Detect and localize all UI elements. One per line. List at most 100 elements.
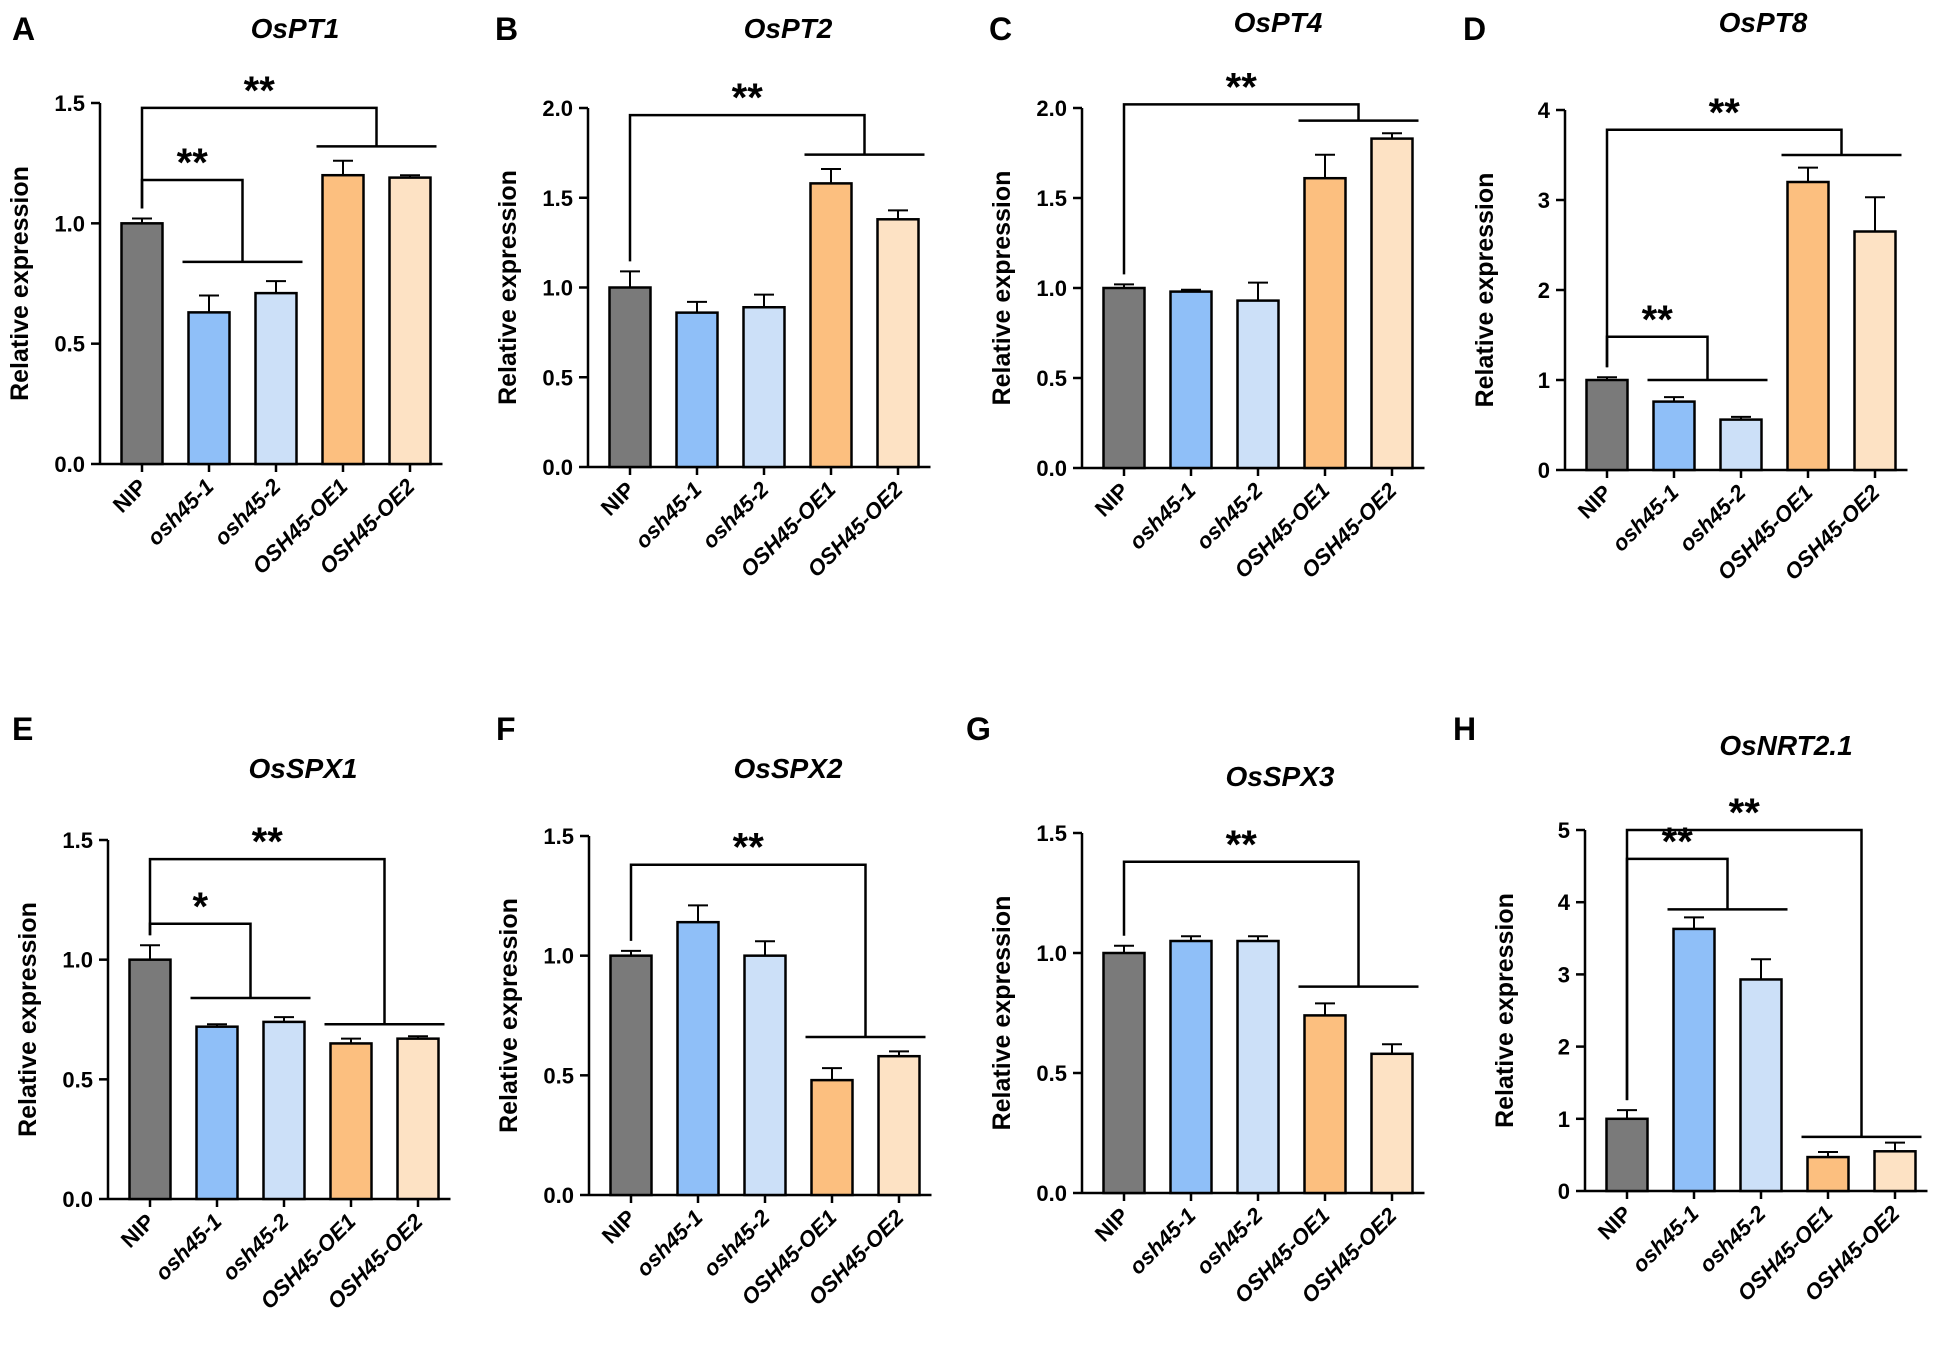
- y-tick-label: 4: [1558, 890, 1571, 915]
- y-tick-label: 0.5: [62, 1067, 93, 1092]
- y-tick-label: 0.5: [1036, 366, 1067, 391]
- bar-osh45-oe1: [809, 182, 853, 469]
- significance-label: **: [733, 826, 765, 870]
- chart-title: OsSPX3: [1226, 761, 1335, 792]
- y-tick-label: 0.5: [54, 332, 85, 357]
- panel-c: C OsPT4 Relative expression 0.0 0.5 1.0 1.5 2.0…: [988, 7, 1425, 583]
- significance-label: **: [732, 76, 764, 120]
- bar-osh45-2: [1236, 299, 1280, 470]
- y-tick-label: 0.0: [1036, 456, 1067, 481]
- bar-osh45-oe2: [1873, 1150, 1917, 1193]
- y-tick-label: 1.5: [542, 186, 573, 211]
- y-tick-label: 3: [1558, 962, 1570, 987]
- bar-nip: [609, 954, 653, 1197]
- y-tick-label: 2.0: [542, 96, 573, 121]
- y-tick-label: 1.5: [1036, 186, 1067, 211]
- y-tick-label: 1: [1538, 368, 1550, 393]
- y-axis-label: Relative expression: [988, 171, 1016, 406]
- significance-label: **: [1226, 65, 1258, 109]
- significance-bracket: [629, 863, 867, 1038]
- bar-osh45-oe1: [321, 173, 365, 466]
- y-tick-label: 0.0: [542, 455, 573, 480]
- significance-bracket: [140, 106, 378, 209]
- y-tick-label: 1.0: [1036, 276, 1067, 301]
- significance-label: **: [1226, 823, 1258, 867]
- y-tick-label: 1.5: [62, 828, 93, 853]
- x-tick-label: osh45-1: [1124, 478, 1200, 554]
- x-tick-label: osh45-1: [142, 474, 218, 550]
- bar-osh45-oe2: [396, 1037, 440, 1201]
- chart-title: OsPT8: [1719, 7, 1808, 38]
- y-tick-label: 1.0: [62, 948, 93, 973]
- y-tick-label: 0.5: [1036, 1061, 1067, 1086]
- y-tick-label: 0.5: [543, 1063, 574, 1088]
- x-tick-label: osh45-1: [630, 477, 706, 553]
- y-tick-label: 0.5: [542, 365, 573, 390]
- x-tick-label: NIP: [597, 1205, 641, 1249]
- y-tick-label: 0: [1538, 458, 1550, 483]
- significance-bracket: [1122, 103, 1360, 275]
- y-tick-label: 1.5: [54, 91, 85, 116]
- bar-osh45-oe2: [876, 218, 920, 469]
- panel-letter: C: [989, 11, 1012, 47]
- bar-osh45-oe1: [1786, 180, 1830, 472]
- chart-title: OsPT4: [1234, 7, 1323, 38]
- bar-osh45-1: [676, 920, 720, 1197]
- y-tick-label: 0.0: [54, 452, 85, 477]
- y-tick-label: 0: [1558, 1179, 1570, 1204]
- significance-label: **: [1729, 791, 1761, 835]
- y-axis-label: Relative expression: [1471, 173, 1499, 408]
- bar-osh45-2: [1236, 939, 1280, 1195]
- significance-label: **: [252, 820, 284, 864]
- x-tick-label: NIP: [116, 1209, 160, 1253]
- y-tick-label: 1.5: [543, 824, 574, 849]
- chart-title: OsSPX2: [734, 753, 843, 784]
- bar-osh45-oe1: [1303, 176, 1347, 470]
- bar-osh45-1: [675, 311, 719, 469]
- panel-letter: E: [12, 711, 33, 747]
- bar-nip: [1605, 1117, 1649, 1193]
- bar-osh45-2: [1719, 418, 1763, 472]
- y-tick-label: 4: [1538, 98, 1551, 123]
- x-tick-label: osh45-1: [631, 1205, 707, 1281]
- bar-nip: [608, 286, 652, 469]
- significance-bracket: [1625, 857, 1729, 1101]
- bar-osh45-2: [1739, 978, 1783, 1193]
- bar-nip: [120, 222, 164, 466]
- panel-letter: A: [12, 11, 35, 47]
- bar-nip: [1102, 286, 1146, 470]
- significance-bracket: [1605, 335, 1709, 380]
- panel-letter: D: [1463, 11, 1486, 47]
- y-tick-label: 2: [1538, 278, 1550, 303]
- y-axis-label: Relative expression: [6, 166, 34, 401]
- chart-title: OsSPX1: [249, 753, 358, 784]
- y-tick-label: 2.0: [1036, 96, 1067, 121]
- chart-title: OsPT1: [251, 13, 340, 44]
- significance-bracket: [140, 178, 244, 262]
- panel-d: D OsPT8 Relative expression 0 1 2 3 4 NIPosh45-1…: [1463, 7, 1908, 585]
- bar-osh45-oe2: [877, 1054, 921, 1197]
- y-tick-label: 1.0: [54, 211, 85, 236]
- significance-label: **: [244, 69, 276, 113]
- y-tick-label: 2: [1558, 1035, 1570, 1060]
- bar-osh45-2: [742, 305, 786, 469]
- bar-osh45-oe1: [1806, 1155, 1850, 1193]
- panel-b: B OsPT2 Relative expression 0.0 0.5 1.0 1.5 2.0…: [494, 11, 931, 582]
- bar-osh45-oe1: [810, 1078, 854, 1197]
- bar-osh45-oe1: [329, 1042, 373, 1201]
- bar-osh45-1: [195, 1025, 239, 1201]
- significance-label: **: [1709, 91, 1741, 135]
- significance-bracket: [148, 857, 386, 1025]
- significance-bracket: [628, 113, 866, 262]
- y-axis-label: Relative expression: [495, 898, 523, 1133]
- bar-osh45-1: [1652, 400, 1696, 472]
- x-tick-label: osh45-1: [150, 1209, 226, 1285]
- significance-bracket: [1122, 860, 1360, 987]
- y-tick-label: 0.0: [1036, 1181, 1067, 1206]
- y-axis-label: Relative expression: [494, 170, 522, 405]
- y-axis-label: Relative expression: [1491, 893, 1519, 1128]
- x-tick-label: NIP: [596, 477, 640, 521]
- chart-title: OsNRT2.1: [1719, 730, 1852, 761]
